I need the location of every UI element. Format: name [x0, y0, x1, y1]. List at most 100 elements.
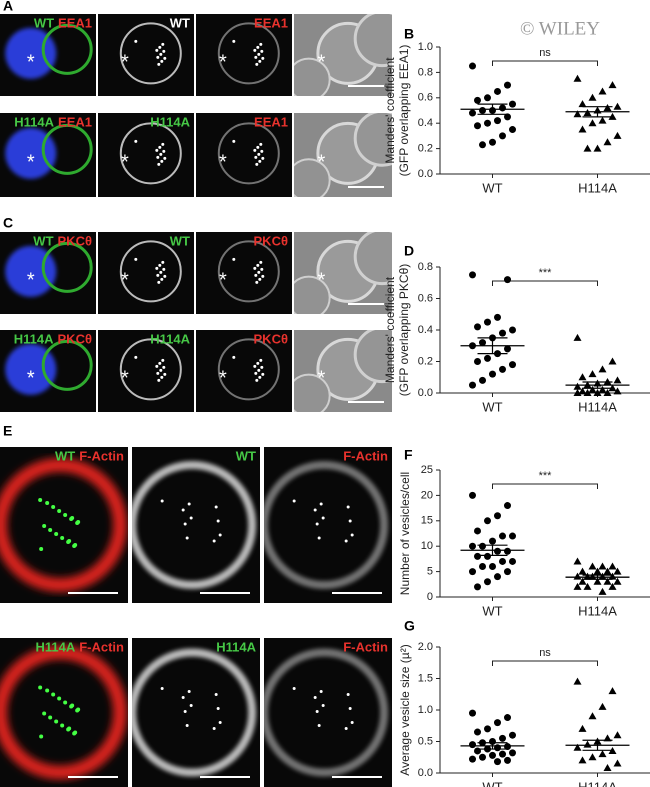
significance-label: ns — [539, 47, 551, 59]
cell-outline — [294, 57, 331, 96]
significance-label: ns — [539, 647, 551, 659]
asterisk: * — [121, 152, 129, 174]
spot — [315, 710, 319, 713]
panel-letter: E — [3, 423, 12, 439]
data-point — [484, 725, 491, 733]
spot — [183, 710, 187, 713]
vesicle — [38, 685, 43, 690]
cell-ring — [264, 461, 389, 589]
cell-ring — [41, 241, 93, 293]
error-bar — [477, 103, 508, 115]
data-point — [608, 572, 617, 580]
data-point — [608, 562, 617, 570]
data-point — [509, 326, 516, 334]
spot — [253, 266, 257, 270]
x-tick-label: H114A — [578, 779, 617, 787]
spot — [159, 270, 163, 274]
asterisk: * — [318, 367, 326, 389]
spot — [255, 162, 259, 166]
channel-label: WT — [55, 448, 75, 463]
spot — [160, 375, 164, 379]
channel-label: EEA1 — [58, 114, 92, 129]
channel-label: EEA1 — [58, 15, 92, 30]
spot — [258, 375, 262, 379]
spot — [256, 145, 260, 149]
micrograph — [98, 330, 194, 412]
micrograph — [294, 232, 392, 314]
spot — [158, 361, 162, 365]
data-point — [598, 116, 607, 124]
asterisk: * — [121, 269, 129, 291]
y-axis-label: Average vesicle size (µ²) — [398, 644, 412, 775]
spot — [259, 42, 263, 46]
data-point — [613, 577, 622, 585]
spot — [159, 52, 163, 56]
panel-letter: C — [3, 215, 13, 231]
data-point — [583, 109, 592, 117]
significance-bracket — [492, 483, 598, 489]
cell-outline — [353, 232, 392, 286]
channel-label: WT — [34, 15, 54, 30]
spot — [317, 724, 321, 727]
data-point — [479, 107, 486, 114]
data-point — [603, 734, 612, 742]
spot — [163, 372, 167, 376]
spot — [160, 499, 164, 503]
error-bar — [477, 337, 508, 355]
data-point — [479, 753, 486, 761]
x-tick-label: WT — [482, 180, 502, 195]
data-point — [504, 502, 511, 510]
cell-ring — [217, 240, 280, 303]
micrograph — [294, 330, 392, 412]
vesicle — [45, 688, 50, 693]
vesicle — [39, 734, 44, 739]
data-point — [494, 313, 501, 321]
data-point — [608, 687, 617, 695]
spot — [259, 142, 263, 146]
spot — [259, 358, 263, 362]
spot — [321, 704, 325, 707]
y-tick-label: 25 — [421, 464, 433, 476]
spot — [348, 707, 352, 710]
spot — [254, 55, 258, 59]
data-point — [613, 567, 622, 575]
spot — [258, 59, 262, 63]
spot — [256, 263, 260, 267]
vesicle — [60, 536, 65, 540]
cell-ring — [41, 123, 93, 175]
data-point — [613, 759, 622, 767]
vesicle — [73, 543, 78, 547]
spot — [319, 502, 323, 506]
micrograph — [196, 14, 292, 96]
data-point — [484, 578, 491, 586]
channel-label: H114A — [14, 331, 54, 346]
cell-outline — [294, 373, 331, 412]
actin-ring — [0, 645, 128, 780]
data-point — [509, 100, 516, 108]
spot — [156, 371, 160, 375]
data-point — [573, 74, 582, 82]
data-point — [603, 567, 612, 575]
data-point — [598, 87, 607, 95]
vesicle — [60, 723, 65, 728]
spot — [157, 378, 161, 382]
micrograph — [0, 447, 128, 603]
vesicle — [67, 726, 72, 731]
data-point — [504, 547, 511, 555]
spot — [258, 159, 262, 163]
data-point — [504, 113, 511, 121]
data-point — [578, 125, 587, 133]
vesicle — [38, 498, 43, 502]
spot — [160, 277, 164, 281]
channel-label: H114A — [150, 331, 190, 346]
spot — [261, 56, 265, 60]
cell-ring — [264, 648, 389, 777]
spot — [256, 45, 260, 49]
data-point — [474, 122, 481, 130]
asterisk: * — [318, 152, 326, 174]
micrograph — [196, 232, 292, 314]
data-point — [474, 728, 481, 736]
data-point — [578, 567, 587, 575]
data-point — [489, 751, 496, 759]
spot — [161, 42, 165, 46]
